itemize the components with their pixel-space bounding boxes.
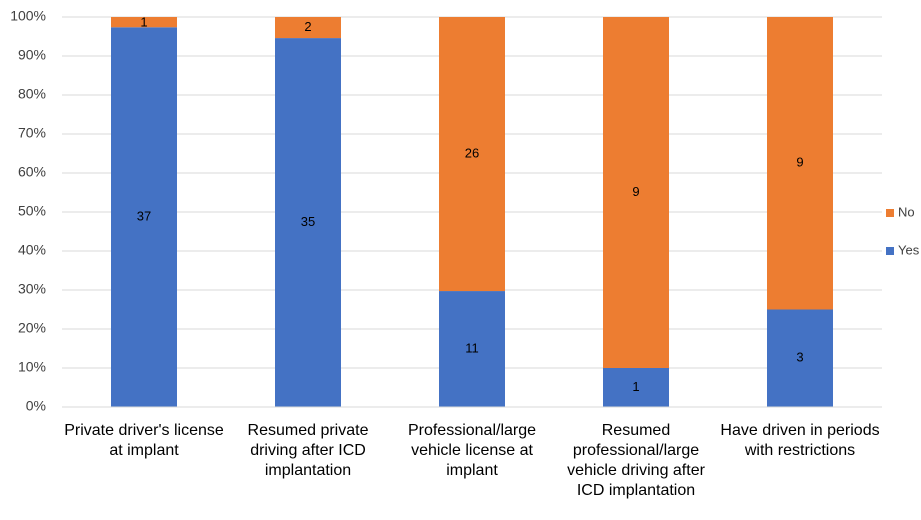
y-tick-label: 60% <box>18 164 46 180</box>
data-label: 26 <box>465 145 479 160</box>
legend-label: No <box>898 204 915 219</box>
bar-segment <box>439 291 505 407</box>
x-tick-label: Professional/large vehicle license at im… <box>407 422 537 479</box>
y-tick-label: 90% <box>18 47 46 63</box>
x-tick-label: Have driven in periods with restrictions <box>720 422 880 459</box>
data-label: 2 <box>304 19 311 34</box>
data-label: 9 <box>632 184 639 199</box>
y-tick-label: 10% <box>18 359 46 375</box>
y-tick-label: 100% <box>10 8 46 24</box>
x-label-box: Resumed private driving after ICD implan… <box>247 422 369 479</box>
bar-segment <box>275 38 341 407</box>
bar-segment <box>603 368 669 407</box>
data-label: 37 <box>137 209 151 224</box>
x-tick-label: Resumed professional/large vehicle drivi… <box>567 422 705 499</box>
data-label: 1 <box>140 15 147 30</box>
x-label-box: Professional/large vehicle license at im… <box>407 422 537 479</box>
y-tick-label: 80% <box>18 86 46 102</box>
x-label-box: Have driven in periods with restrictions <box>720 422 880 459</box>
bar-segment <box>767 17 833 310</box>
data-label: 9 <box>796 155 803 170</box>
y-tick-label: 30% <box>18 281 46 297</box>
y-tick-label: 20% <box>18 320 46 336</box>
legend-swatch <box>886 209 894 217</box>
legend-swatch <box>886 247 894 255</box>
data-label: 3 <box>796 350 803 365</box>
x-label-box: Resumed professional/large vehicle drivi… <box>567 422 705 499</box>
bar-segment <box>111 17 177 28</box>
x-tick-label: Resumed private driving after ICD implan… <box>247 422 369 479</box>
bar-segment <box>603 17 669 368</box>
y-tick-label: 70% <box>18 125 46 141</box>
bar-segment <box>767 309 833 407</box>
bar-segment <box>439 17 505 292</box>
data-label: 1 <box>632 379 639 394</box>
y-tick-label: 40% <box>18 242 46 258</box>
y-tick-label: 0% <box>26 398 46 414</box>
bar-segment <box>275 17 341 39</box>
x-label-box: Private driver's license at implant <box>64 422 224 459</box>
x-tick-label: Private driver's license at implant <box>64 422 224 459</box>
y-tick-label: 50% <box>18 203 46 219</box>
bar-segment <box>111 27 177 408</box>
legend-label: Yes <box>898 242 920 257</box>
data-label: 11 <box>465 340 479 355</box>
data-label: 35 <box>301 214 315 229</box>
